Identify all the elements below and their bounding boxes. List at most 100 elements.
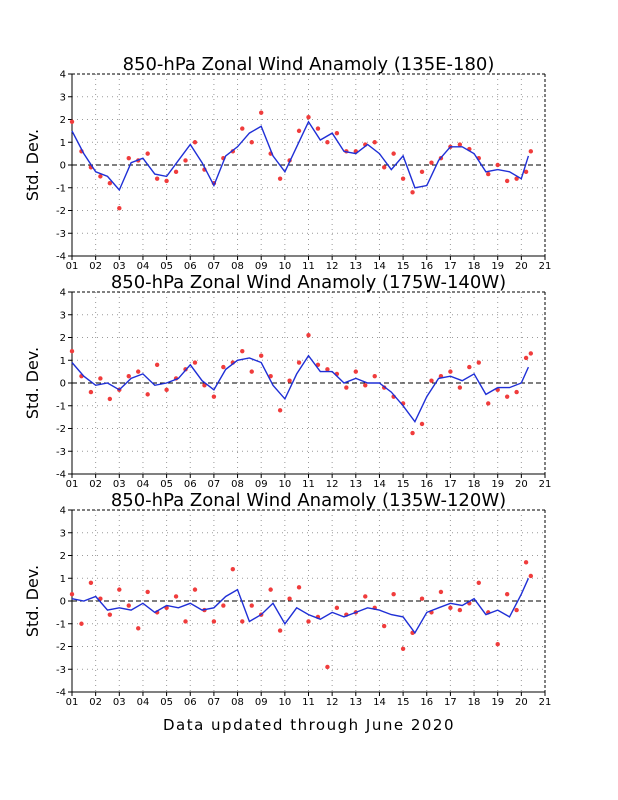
x-tick-label: 07: [208, 261, 221, 272]
monthly-point: [107, 612, 113, 617]
monthly-point: [325, 367, 330, 372]
monthly-point: [495, 162, 500, 168]
y-tick-label: 3: [60, 310, 66, 321]
x-tick-label: 18: [468, 261, 481, 272]
x-tick-label: 11: [302, 479, 315, 490]
y-tick-label: 1: [60, 356, 66, 367]
monthly-point: [249, 603, 254, 608]
x-tick-label: 14: [373, 479, 386, 490]
x-tick-label: 05: [160, 697, 173, 708]
monthly-point: [429, 378, 434, 383]
x-tick-label: 12: [326, 697, 339, 708]
y-axis-label: Std. Dev.: [23, 129, 42, 201]
monthly-point: [410, 430, 415, 436]
x-tick-label: 08: [231, 479, 244, 490]
monthly-point: [448, 369, 453, 374]
y-tick-label: 2: [60, 551, 66, 562]
y-tick-label: 2: [60, 333, 66, 344]
monthly-point: [448, 605, 453, 611]
monthly-point: [504, 178, 510, 184]
monthly-point: [230, 566, 236, 572]
monthly-point: [381, 623, 387, 629]
monthly-point: [183, 619, 188, 624]
monthly-point: [334, 130, 340, 136]
monthly-point: [419, 421, 425, 427]
monthly-point: [400, 646, 406, 651]
monthly-point: [277, 408, 283, 413]
monthly-point: [192, 360, 198, 365]
monthly-point: [98, 174, 103, 179]
x-tick-label: 08: [231, 697, 244, 708]
monthly-point: [306, 333, 311, 338]
x-tick-label: 11: [302, 261, 315, 272]
monthly-point: [504, 591, 510, 597]
x-tick-label: 17: [444, 479, 457, 490]
x-tick-label: 19: [491, 697, 504, 708]
x-tick-label: 05: [160, 261, 173, 272]
monthly-point: [438, 589, 444, 595]
monthly-point: [259, 110, 264, 115]
monthly-point: [287, 378, 292, 383]
monthly-point: [476, 580, 481, 585]
x-tick-label: 17: [444, 697, 457, 708]
y-tick-label: -1: [56, 619, 66, 630]
x-tick-label: 10: [278, 479, 291, 490]
monthly-point: [211, 394, 217, 399]
x-tick-label: 03: [113, 261, 126, 272]
monthly-point: [240, 126, 245, 131]
y-axis-label: Std. Dev.: [23, 565, 42, 637]
monthly-point: [107, 396, 113, 402]
monthly-point: [410, 190, 415, 195]
monthly-point: [240, 619, 245, 624]
x-tick-label: 10: [278, 697, 291, 708]
x-tick-label: 03: [113, 697, 126, 708]
x-tick-label: 01: [66, 697, 79, 708]
monthly-point: [429, 160, 434, 165]
monthly-point: [306, 115, 311, 120]
x-tick-label: 05: [160, 479, 173, 490]
monthly-point: [173, 169, 179, 175]
x-tick-label: 15: [397, 479, 410, 490]
monthly-point: [391, 151, 396, 156]
y-tick-label: 4: [60, 288, 66, 299]
monthly-point: [98, 376, 103, 381]
monthly-point: [221, 603, 226, 608]
chart-title: 850-hPa Zonal Wind Anamoly (135W-120W): [111, 490, 506, 511]
monthly-point: [211, 619, 217, 624]
monthly-point: [523, 560, 529, 565]
x-tick-label: 04: [137, 479, 150, 490]
monthly-point: [249, 369, 254, 374]
monthly-point: [528, 573, 534, 579]
monthly-point: [495, 642, 500, 647]
monthly-point: [88, 580, 94, 585]
smoothed-line: [71, 578, 530, 635]
monthly-point: [221, 364, 226, 370]
x-tick-label: 08: [231, 261, 244, 272]
y-tick-label: 3: [60, 528, 66, 539]
monthly-point: [296, 360, 302, 365]
y-tick-label: 2: [60, 115, 66, 126]
monthly-point: [514, 389, 519, 395]
x-tick-label: 07: [208, 479, 221, 490]
monthly-point: [523, 169, 529, 175]
x-tick-label: 07: [208, 697, 221, 708]
x-tick-label: 02: [89, 479, 102, 490]
monthly-point: [268, 587, 273, 592]
monthly-point: [249, 140, 254, 145]
monthly-point: [514, 607, 519, 613]
monthly-point: [296, 128, 302, 134]
x-tick-label: 21: [539, 261, 552, 272]
monthly-point: [145, 151, 150, 156]
monthly-point: [164, 178, 169, 184]
monthly-point: [334, 605, 340, 611]
monthly-point: [325, 664, 330, 670]
monthly-point: [277, 628, 283, 633]
y-tick-label: 4: [60, 506, 66, 517]
y-tick-label: -3: [56, 229, 66, 240]
chart-title: 850-hPa Zonal Wind Anamoly (135E-180): [123, 54, 495, 75]
x-tick-label: 11: [302, 697, 315, 708]
x-tick-label: 01: [66, 261, 79, 272]
monthly-point: [259, 353, 264, 358]
